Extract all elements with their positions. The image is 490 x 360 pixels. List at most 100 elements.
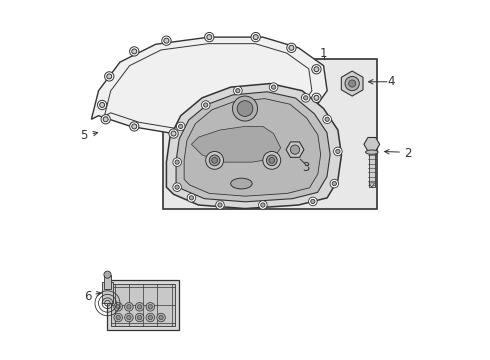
Circle shape <box>270 83 278 91</box>
Circle shape <box>132 49 137 54</box>
Circle shape <box>312 64 321 74</box>
Text: 3: 3 <box>302 161 309 174</box>
Text: 6: 6 <box>84 289 92 303</box>
Circle shape <box>209 155 220 166</box>
Circle shape <box>157 313 165 322</box>
Bar <box>369 152 375 187</box>
Circle shape <box>325 117 329 121</box>
Circle shape <box>173 183 181 192</box>
Circle shape <box>293 117 297 122</box>
Ellipse shape <box>231 178 252 189</box>
Circle shape <box>138 305 142 309</box>
Circle shape <box>114 302 122 311</box>
Circle shape <box>178 124 183 129</box>
Circle shape <box>132 124 137 129</box>
Bar <box>107 280 179 330</box>
Circle shape <box>124 313 133 322</box>
Polygon shape <box>364 138 380 151</box>
Circle shape <box>162 36 171 45</box>
Circle shape <box>116 305 121 309</box>
Polygon shape <box>176 92 330 202</box>
Bar <box>163 59 377 208</box>
Circle shape <box>309 197 317 206</box>
Circle shape <box>332 181 337 186</box>
Circle shape <box>267 155 277 166</box>
Circle shape <box>314 95 319 100</box>
Bar <box>104 275 111 289</box>
Text: 4: 4 <box>388 75 395 88</box>
Circle shape <box>214 131 219 136</box>
Circle shape <box>116 315 121 320</box>
Circle shape <box>251 32 260 42</box>
Circle shape <box>124 302 133 311</box>
Circle shape <box>253 35 258 40</box>
Circle shape <box>104 72 114 81</box>
Circle shape <box>101 114 110 124</box>
Circle shape <box>130 47 139 56</box>
Circle shape <box>336 149 340 154</box>
Circle shape <box>304 96 308 100</box>
Circle shape <box>212 157 218 163</box>
Polygon shape <box>167 84 342 208</box>
Circle shape <box>164 38 169 43</box>
Circle shape <box>175 160 179 164</box>
Circle shape <box>127 305 131 309</box>
Text: 2: 2 <box>404 147 411 160</box>
Circle shape <box>138 315 142 320</box>
Circle shape <box>98 100 107 110</box>
Circle shape <box>345 76 359 91</box>
Circle shape <box>187 194 196 202</box>
Circle shape <box>261 203 265 207</box>
Polygon shape <box>192 126 281 162</box>
Circle shape <box>189 196 194 200</box>
Circle shape <box>271 85 276 89</box>
Circle shape <box>287 43 296 53</box>
Circle shape <box>258 129 268 138</box>
Circle shape <box>159 315 163 320</box>
Circle shape <box>201 101 210 109</box>
Circle shape <box>234 86 242 95</box>
Circle shape <box>236 89 240 93</box>
Bar <box>111 284 175 327</box>
Circle shape <box>148 315 152 320</box>
Circle shape <box>175 185 179 189</box>
Ellipse shape <box>366 150 378 154</box>
Circle shape <box>212 129 221 138</box>
Circle shape <box>114 313 122 322</box>
Circle shape <box>173 158 181 166</box>
Text: 5: 5 <box>80 129 88 142</box>
Circle shape <box>312 93 321 103</box>
Bar <box>102 282 113 303</box>
Circle shape <box>103 117 108 122</box>
Polygon shape <box>342 71 363 96</box>
Circle shape <box>289 45 294 50</box>
Circle shape <box>206 152 223 169</box>
Circle shape <box>203 103 208 107</box>
Circle shape <box>301 94 310 102</box>
Circle shape <box>135 313 144 322</box>
Polygon shape <box>369 183 375 187</box>
Polygon shape <box>92 37 327 134</box>
Circle shape <box>269 157 275 163</box>
Circle shape <box>171 131 176 136</box>
Circle shape <box>259 201 267 209</box>
Circle shape <box>99 103 104 108</box>
Circle shape <box>104 271 111 278</box>
Circle shape <box>260 131 266 136</box>
Circle shape <box>311 199 315 203</box>
Circle shape <box>107 74 112 79</box>
Circle shape <box>169 129 178 138</box>
Circle shape <box>232 96 258 121</box>
Circle shape <box>334 147 342 156</box>
Circle shape <box>263 152 281 169</box>
Circle shape <box>291 145 300 154</box>
Circle shape <box>130 122 139 131</box>
Circle shape <box>205 32 214 42</box>
Circle shape <box>216 201 224 209</box>
Circle shape <box>135 302 144 311</box>
Polygon shape <box>286 142 304 157</box>
Circle shape <box>330 179 339 188</box>
Polygon shape <box>184 99 320 196</box>
Circle shape <box>207 35 212 40</box>
Circle shape <box>237 101 253 116</box>
